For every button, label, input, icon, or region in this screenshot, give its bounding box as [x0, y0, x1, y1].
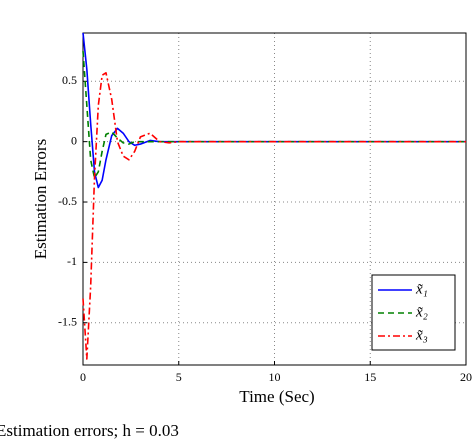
y-axis-label: Estimation Errors	[31, 139, 50, 259]
legend-box	[371, 274, 456, 351]
legend-label: x̃₁	[415, 281, 428, 297]
x-tick-label: 15	[364, 370, 376, 384]
y-tick-label: 0	[71, 133, 77, 147]
series-line	[82, 32, 466, 189]
x-axis-label: Time (Sec)	[239, 387, 314, 406]
series-line	[82, 72, 466, 360]
legend-label: x̃₃	[415, 327, 428, 343]
y-tick-label: -0.5	[58, 194, 77, 208]
y-tick-label: -1.5	[58, 314, 77, 328]
x-tick-label: 5	[176, 370, 182, 384]
caption: Estimation errors; h = 0.03	[0, 421, 179, 440]
series-line	[82, 51, 466, 179]
legend-label: x̃₂	[415, 304, 428, 320]
y-tick-label: 0.5	[62, 73, 77, 87]
x-tick-label: 10	[269, 370, 281, 384]
plot-frame	[82, 32, 467, 366]
x-tick-label: 0	[80, 370, 86, 384]
x-tick-label: 20	[460, 370, 472, 384]
y-tick-label: -1	[67, 254, 77, 268]
